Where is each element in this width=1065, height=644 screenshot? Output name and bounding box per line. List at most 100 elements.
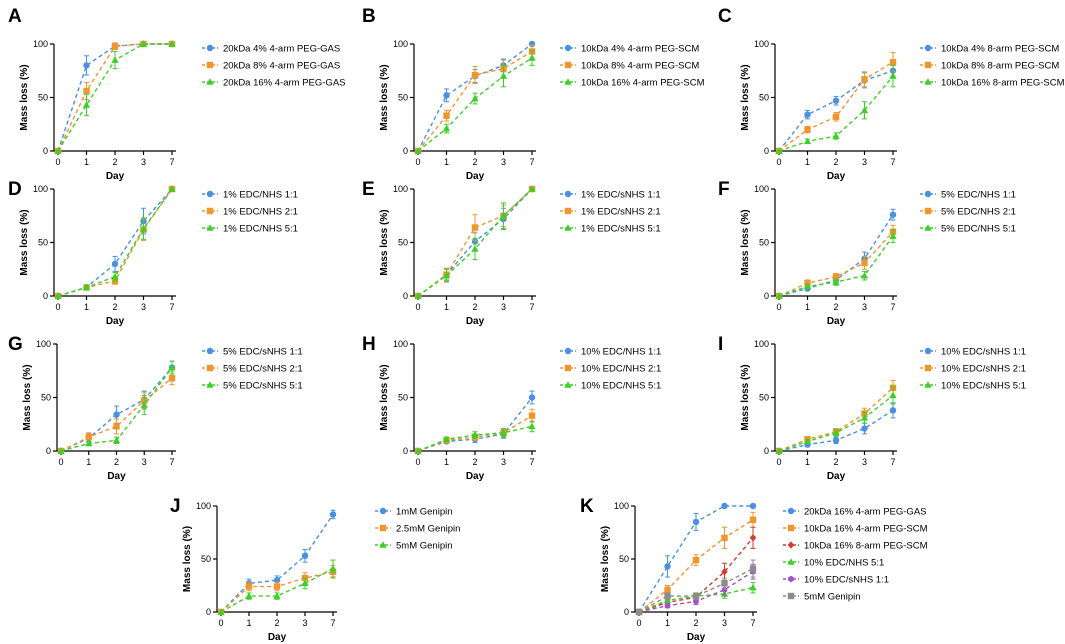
legend-marker bbox=[787, 541, 795, 549]
chart-panel-c: C 0 50 100 0 1 2 3 7 Day Mass loss (%) 10kDa 4% 8-a… bbox=[718, 6, 1065, 182]
x-tick-label: 3 bbox=[302, 618, 307, 628]
legend-label: 20kDa 16% 4-arm PEG-GAS bbox=[223, 78, 346, 89]
legend-item: 10kDa 8% 4-arm PEG-SCM bbox=[560, 61, 699, 72]
series-line bbox=[778, 235, 894, 297]
y-axis-title: Mass loss (%) bbox=[19, 64, 30, 130]
y-axis-title: Mass loss (%) bbox=[379, 364, 390, 430]
data-point bbox=[273, 577, 281, 584]
data-point bbox=[85, 439, 93, 447]
x-tick-label: 1 bbox=[444, 457, 449, 467]
legend-marker bbox=[924, 190, 932, 198]
x-tick-label: 1 bbox=[246, 618, 251, 628]
legend-item: 20kDa 16% 4-arm PEG-GAS bbox=[783, 507, 927, 518]
data-point bbox=[111, 56, 119, 63]
y-tick-label: 50 bbox=[38, 238, 48, 248]
data-point bbox=[54, 292, 62, 299]
series-2 bbox=[414, 185, 536, 299]
x-tick-label: 2 bbox=[833, 157, 838, 167]
data-point bbox=[860, 271, 869, 279]
x-tick-label: 0 bbox=[776, 157, 781, 167]
legend-marker bbox=[206, 78, 214, 85]
data-point bbox=[528, 185, 536, 192]
series-0 bbox=[775, 64, 897, 155]
legend-item: 10kDa 4% 8-arm PEG-SCM bbox=[920, 44, 1059, 55]
legend-label: 10% EDC/NHS 5:1 bbox=[581, 381, 661, 392]
legend-marker bbox=[924, 347, 932, 355]
data-point bbox=[168, 375, 176, 382]
x-tick-label: 7 bbox=[529, 157, 534, 167]
data-point bbox=[273, 583, 281, 590]
legend-item: 10% EDC/sNHS 1:1 bbox=[783, 575, 889, 586]
x-tick-label: 2 bbox=[472, 302, 477, 312]
legend-label: 10kDa 16% 8-arm PEG-SCM bbox=[941, 78, 1065, 89]
x-tick-label: 0 bbox=[415, 157, 420, 167]
legend-marker bbox=[564, 207, 572, 215]
data-point bbox=[664, 563, 671, 570]
x-axis-title: Day bbox=[106, 171, 125, 182]
legend-marker bbox=[206, 381, 214, 388]
data-point bbox=[749, 565, 757, 572]
panel-label: J bbox=[170, 496, 181, 517]
legend-label: 1% EDC/sNHS 2:1 bbox=[581, 207, 661, 218]
x-tick-label: 7 bbox=[890, 302, 895, 312]
data-point bbox=[692, 592, 700, 600]
data-point bbox=[693, 598, 699, 605]
legend-marker bbox=[206, 224, 214, 231]
x-tick-label: 7 bbox=[890, 457, 895, 467]
legend-marker bbox=[206, 347, 214, 355]
x-axis-title: Day bbox=[106, 316, 125, 327]
data-point bbox=[168, 185, 176, 192]
data-point bbox=[528, 40, 536, 48]
data-point bbox=[832, 273, 840, 280]
legend-marker bbox=[206, 61, 214, 69]
data-point bbox=[442, 435, 451, 443]
x-tick-label: 2 bbox=[114, 457, 119, 467]
legend-item: 10% EDC/NHS 5:1 bbox=[783, 558, 884, 569]
legend-marker bbox=[924, 364, 932, 372]
data-point bbox=[749, 502, 757, 510]
data-point bbox=[889, 72, 897, 79]
data-point bbox=[443, 112, 450, 119]
series-1 bbox=[775, 52, 897, 155]
y-tick-label: 50 bbox=[398, 238, 408, 248]
series-2 bbox=[414, 420, 536, 454]
legend-marker bbox=[564, 44, 572, 52]
data-point bbox=[414, 292, 422, 299]
chart-panel-k: K 0 50 100 0 1 2 3 7 Day Mass loss (%) 20kDa 16% 4-… bbox=[580, 496, 928, 643]
legend-label: 10% EDC/sNHS 1:1 bbox=[804, 575, 889, 586]
legend-item: 10kDa 8% 8-arm PEG-SCM bbox=[920, 61, 1059, 72]
legend-marker bbox=[924, 224, 932, 231]
legend-marker bbox=[924, 78, 932, 85]
x-tick-label: 2 bbox=[833, 457, 838, 467]
panel-label: H bbox=[362, 334, 376, 355]
data-point bbox=[83, 87, 90, 95]
x-tick-label: 0 bbox=[58, 457, 63, 467]
legend-label: 10% EDC/sNHS 5:1 bbox=[941, 381, 1026, 392]
data-point bbox=[443, 92, 450, 99]
legend-item: 10% EDC/sNHS 1:1 bbox=[920, 347, 1026, 358]
x-tick-label: 7 bbox=[890, 157, 895, 167]
data-point bbox=[889, 211, 897, 218]
data-point bbox=[139, 224, 148, 232]
x-tick-label: 0 bbox=[636, 618, 641, 628]
x-tick-label: 0 bbox=[415, 302, 420, 312]
series-2 bbox=[54, 40, 176, 154]
legend-marker bbox=[924, 61, 932, 69]
panel-label: E bbox=[362, 179, 375, 200]
y-tick-label: 0 bbox=[624, 607, 629, 617]
x-tick-label: 2 bbox=[112, 157, 117, 167]
y-tick-label: 0 bbox=[764, 291, 769, 301]
data-point bbox=[721, 534, 728, 541]
series-2 bbox=[775, 386, 897, 454]
legend-label: 5% EDC/NHS 1:1 bbox=[941, 190, 1016, 201]
legend-label: 10kDa 16% 4-arm PEG-SCM bbox=[581, 78, 705, 89]
legend-marker bbox=[206, 44, 214, 52]
data-point bbox=[803, 282, 812, 290]
data-point bbox=[803, 137, 812, 145]
data-point bbox=[111, 260, 119, 268]
y-tick-label: 0 bbox=[43, 146, 48, 156]
x-tick-label: 1 bbox=[444, 302, 449, 312]
y-axis-title: Mass loss (%) bbox=[379, 64, 390, 130]
legend-item: 5% EDC/sNHS 2:1 bbox=[202, 364, 303, 375]
y-tick-label: 50 bbox=[759, 238, 769, 248]
